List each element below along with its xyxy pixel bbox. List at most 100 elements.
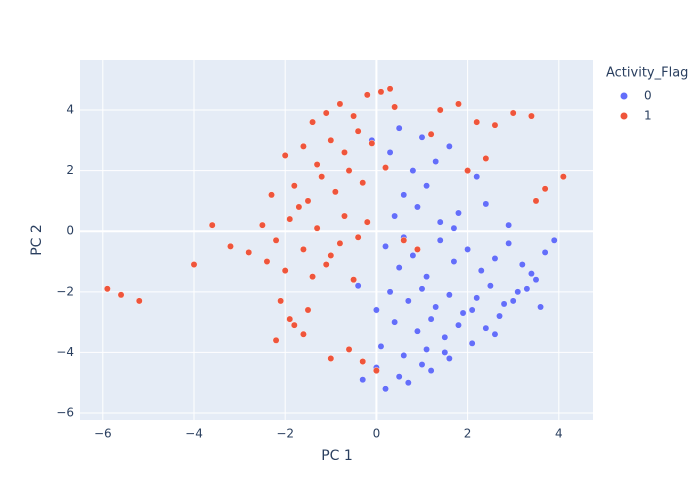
point (400, 352, 408, 359)
point (473, 118, 481, 126)
point (382, 385, 389, 393)
point (414, 327, 421, 335)
point (341, 149, 348, 156)
point (418, 285, 426, 293)
point (441, 333, 449, 341)
point (341, 212, 348, 220)
point (272, 236, 280, 244)
point (409, 252, 417, 259)
point (427, 315, 435, 323)
point (473, 294, 481, 302)
point (286, 215, 294, 223)
legend-label: 0 (644, 89, 652, 103)
point (541, 185, 549, 193)
point (473, 173, 481, 181)
point (258, 221, 266, 229)
point (414, 245, 421, 253)
point (336, 100, 344, 108)
point (309, 118, 316, 126)
point (359, 358, 367, 365)
point (300, 245, 307, 253)
y-tick-label: 2 (66, 163, 74, 177)
point (404, 379, 412, 387)
point (245, 249, 253, 256)
point (309, 273, 316, 281)
point (395, 373, 403, 381)
point (208, 221, 216, 229)
point (432, 303, 440, 311)
point (491, 330, 499, 338)
point (103, 285, 111, 293)
point (277, 297, 285, 305)
point (523, 285, 531, 293)
point (368, 139, 376, 147)
point (304, 197, 312, 205)
point (377, 342, 385, 350)
legend-title: Activity_Flag (606, 66, 688, 81)
point (423, 273, 430, 281)
point (509, 109, 517, 117)
point (459, 309, 467, 317)
point (528, 270, 535, 278)
point (295, 203, 303, 211)
point (386, 288, 394, 296)
point (395, 264, 403, 271)
point (190, 261, 198, 268)
point (445, 355, 453, 362)
y-tick-label: 0 (66, 224, 74, 238)
x-tick-label: −4 (185, 427, 203, 441)
point (272, 336, 280, 344)
point (514, 288, 522, 296)
x-tick-label: 4 (555, 427, 563, 441)
point (496, 312, 503, 320)
point (286, 315, 294, 323)
point (400, 191, 408, 199)
point (331, 188, 339, 196)
point (518, 261, 526, 268)
point (482, 200, 490, 208)
point (505, 239, 513, 247)
point (345, 167, 353, 175)
point (464, 245, 471, 253)
point (227, 242, 234, 250)
point (281, 267, 289, 275)
point (464, 167, 471, 175)
point (363, 218, 371, 226)
point (391, 318, 399, 326)
point (313, 224, 321, 232)
point (359, 179, 367, 187)
point (391, 212, 399, 220)
point (327, 252, 335, 259)
point (423, 345, 430, 353)
point (336, 239, 344, 247)
point (117, 291, 125, 299)
point (477, 267, 485, 275)
legend-marker (620, 92, 628, 100)
point (541, 249, 549, 256)
point (441, 349, 449, 356)
point (268, 191, 275, 199)
point (455, 100, 462, 108)
point (532, 197, 540, 205)
y-tick-label: −2 (56, 284, 74, 298)
point (445, 142, 453, 150)
point (359, 376, 367, 384)
point (505, 221, 513, 229)
point (304, 306, 312, 314)
point (290, 182, 298, 190)
point (382, 164, 389, 171)
point (482, 324, 490, 332)
point (386, 149, 394, 156)
point (414, 203, 421, 211)
x-axis-title: PC 1 (321, 448, 353, 464)
point (386, 85, 394, 93)
point (354, 127, 362, 135)
point (528, 112, 535, 120)
point (445, 291, 453, 299)
point (281, 152, 289, 159)
point (135, 297, 143, 305)
point (377, 88, 385, 96)
point (486, 282, 494, 290)
y-tick-label: −6 (56, 406, 74, 420)
